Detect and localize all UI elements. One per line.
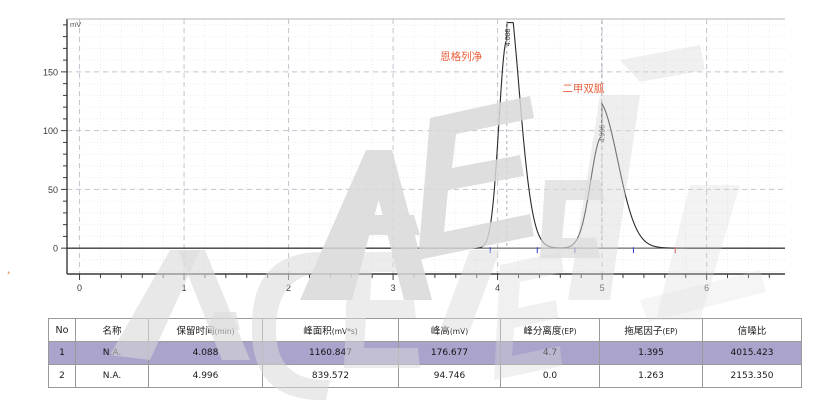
- peak-annotation-metformin: 二甲双胍: [562, 82, 604, 95]
- retention-time-label-1: 4.088: [505, 28, 512, 46]
- cell-area[interactable]: 1160.847: [262, 341, 399, 365]
- x-tick-label: 5: [600, 283, 605, 293]
- cell-area[interactable]: 839.572: [262, 364, 399, 388]
- col-header-label: No: [55, 324, 69, 336]
- peak-annotation-empagliflozin: 恩格列净: [440, 50, 482, 63]
- cell-height[interactable]: 176.677: [398, 341, 501, 365]
- col-header-unit: (mV): [449, 327, 469, 336]
- col-header-unit: (EP): [662, 327, 678, 336]
- cell-height[interactable]: 94.746: [398, 364, 501, 388]
- y-tick-label: 50: [48, 185, 58, 195]
- col-header-unit: (min): [214, 327, 235, 336]
- col-header-label: 峰分离度: [523, 326, 562, 337]
- stray-mark: ,: [7, 261, 11, 276]
- cell-tailing[interactable]: 1.263: [599, 364, 703, 388]
- col-header-resolution: 峰分离度(EP): [500, 318, 600, 342]
- x-tick-label: 2: [286, 283, 291, 293]
- results-table-container: No 名称 保留时间(min) 峰面积(mV*s) 峰高(mV) 峰分离度(EP…: [48, 318, 802, 388]
- col-header-sn: 信噪比: [702, 318, 802, 342]
- col-header-unit: (EP): [561, 327, 577, 336]
- col-header-area: 峰面积(mV*s): [262, 318, 399, 342]
- plot-background: [67, 19, 785, 260]
- cell-name[interactable]: N.A.: [75, 364, 149, 388]
- col-header-name: 名称: [75, 318, 149, 342]
- x-tick-label: 1: [182, 283, 187, 293]
- table-row[interactable]: 2 N.A. 4.996 839.572 94.746 0.0 1.263 2153.350: [48, 364, 802, 388]
- cell-no[interactable]: 2: [48, 364, 76, 388]
- cell-no[interactable]: 1: [48, 341, 76, 365]
- cell-resolution[interactable]: 0.0: [500, 364, 600, 388]
- col-header-label: 名称: [102, 326, 122, 337]
- col-header-unit: (mV*s): [331, 327, 358, 336]
- chromatogram-plot[interactable]: 0 50 100 150 0 1 2 3 4 5 6 mV 4.088 4.996 恩格列净 二甲…: [0, 0, 832, 300]
- col-header-label: 峰面积: [303, 326, 332, 337]
- col-header-tailing: 拖尾因子(EP): [599, 318, 703, 342]
- cell-rt[interactable]: 4.088: [148, 341, 263, 365]
- chromatogram-panel: 0 50 100 150 0 1 2 3 4 5 6 mV 4.088 4.996 恩格列净 二甲…: [0, 0, 832, 300]
- cell-resolution[interactable]: 4.7: [500, 341, 600, 365]
- cell-rt[interactable]: 4.996: [148, 364, 263, 388]
- table-row[interactable]: 1 N.A. 4.088 1160.847 176.677 4.7 1.395 4015.42…: [48, 341, 802, 365]
- cell-sn[interactable]: 2153.350: [702, 364, 802, 388]
- col-header-label: 信噪比: [737, 326, 767, 337]
- col-header-label: 峰高: [430, 326, 450, 337]
- cell-name[interactable]: N.A.: [75, 341, 149, 365]
- x-tick-label: 6: [704, 283, 709, 293]
- y-tick-label: 150: [43, 67, 58, 77]
- cell-tailing[interactable]: 1.395: [599, 341, 703, 365]
- y-tick-label: 100: [43, 126, 58, 136]
- x-tick-label: 4: [495, 283, 500, 293]
- col-header-rt: 保留时间(min): [148, 318, 263, 342]
- x-tick-label: 0: [77, 283, 82, 293]
- grid-minor: [67, 19, 785, 274]
- x-tick-label: 3: [391, 283, 396, 293]
- y-axis-ticks: 0 50 100 150: [43, 24, 67, 254]
- peak-apex-lines: [506, 21, 603, 249]
- y-tick-label: 0: [53, 244, 58, 254]
- col-header-height: 峰高(mV): [398, 318, 501, 342]
- retention-time-label-2: 4.996: [600, 125, 607, 143]
- y-axis-unit-label: mV: [70, 20, 81, 29]
- results-table[interactable]: No 名称 保留时间(min) 峰面积(mV*s) 峰高(mV) 峰分离度(EP…: [48, 318, 802, 388]
- x-axis-ticks: 0 1 2 3 4 5 6: [77, 274, 770, 293]
- table-header-row: No 名称 保留时间(min) 峰面积(mV*s) 峰高(mV) 峰分离度(EP…: [48, 318, 802, 342]
- col-header-label: 拖尾因子: [624, 326, 663, 337]
- cell-sn[interactable]: 4015.423: [702, 341, 802, 365]
- col-header-label: 保留时间: [176, 326, 215, 337]
- col-header-no: No: [48, 318, 76, 342]
